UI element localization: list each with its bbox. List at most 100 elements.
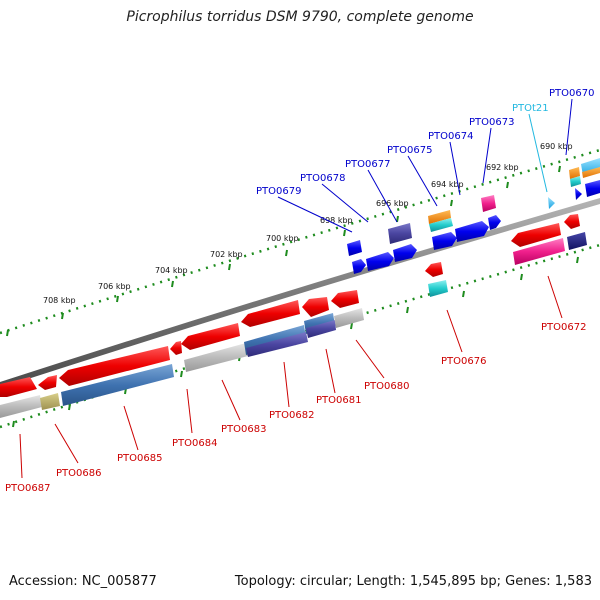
scale-tick: [61, 312, 64, 320]
gene-PTO0677-category[interactable]: [388, 223, 412, 244]
gene-PTOt21-arrow[interactable]: [548, 197, 555, 209]
leader-line: [221, 379, 241, 421]
gene-PTO0683-category[interactable]: [184, 343, 248, 372]
gene-label-PTO0677[interactable]: PTO0677: [345, 159, 390, 170]
scale-tick: [558, 165, 561, 173]
scale-label: 694 kbp: [431, 180, 464, 189]
leader-line: [19, 433, 23, 479]
scale-tick: [462, 290, 465, 298]
gene-PTO0675-category[interactable]: [428, 210, 451, 224]
gene-PTO0674-arrow[interactable]: [455, 221, 489, 242]
gene-PTO0675-arrow[interactable]: [432, 232, 457, 250]
gene-PTO0672-arrow[interactable]: [511, 223, 561, 247]
scale-tick: [450, 199, 453, 207]
gene-PTO0672-category[interactable]: [513, 238, 565, 265]
gene-PTO0685-category[interactable]: [61, 364, 174, 406]
gene-label-PTOt21[interactable]: PTOt21: [512, 103, 549, 114]
forward-row: [347, 158, 600, 274]
gene-label-PTO0687[interactable]: PTO0687: [5, 483, 50, 494]
gene-label-PTO0684[interactable]: PTO0684: [172, 438, 217, 449]
gene-label-PTO0681[interactable]: PTO0681: [316, 395, 361, 406]
gene-label-PTO0670[interactable]: PTO0670: [549, 88, 594, 99]
gene-PTO0676-arrow[interactable]: [425, 262, 443, 277]
scale-tick: [180, 370, 183, 378]
gene-label-PTO0683[interactable]: PTO0683: [221, 424, 266, 435]
gene-PTO0678-arrow[interactable]: [366, 252, 394, 271]
gene-blue-arrow[interactable]: [585, 180, 600, 197]
scale-label: 692 kbp: [486, 163, 519, 172]
leader-line: [446, 309, 463, 353]
gene-PTO0670-category-2[interactable]: [570, 176, 581, 187]
gene-label-PTO0682[interactable]: PTO0682: [269, 410, 314, 421]
scale-tick: [68, 403, 71, 411]
gene-label-PTO0676[interactable]: PTO0676: [441, 356, 486, 367]
leader-line: [449, 141, 461, 196]
leader-line: [277, 196, 353, 233]
leader-line: [186, 388, 193, 434]
gene-PTO0670-category[interactable]: [569, 167, 580, 179]
gene-PTO0675-category-2[interactable]: [429, 218, 453, 232]
gene-sky-category-2[interactable]: [582, 167, 600, 178]
gene-PTO0684-arrow[interactable]: [170, 341, 182, 355]
leader-line: [321, 183, 369, 223]
gene-PTO0679-arrow[interactable]: [352, 259, 366, 274]
gene-PTO0681-arrow[interactable]: [302, 297, 329, 317]
scale-tick: [12, 420, 15, 428]
gene-PTO0686-category[interactable]: [40, 393, 60, 410]
gene-navy-category[interactable]: [567, 232, 587, 250]
scale-label: 700 kbp: [266, 234, 299, 243]
leader-line: [54, 423, 79, 464]
gene-PTO0685-arrow[interactable]: [59, 346, 170, 386]
scale-tick: [396, 215, 399, 223]
scale-tick: [350, 322, 353, 330]
gene-PTO0679-category[interactable]: [347, 240, 362, 256]
gene-PTO0687-category[interactable]: [0, 395, 42, 418]
reverse-row-inner: [0, 232, 587, 418]
scale-tick: [520, 273, 523, 281]
leader-line: [528, 113, 548, 193]
scale-tick: [576, 256, 579, 264]
gene-label-PTO0679[interactable]: PTO0679: [256, 186, 301, 197]
gene-PTO0670-arrow[interactable]: [575, 188, 582, 200]
gene-label-PTO0672[interactable]: PTO0672: [541, 322, 586, 333]
scale-tick: [406, 306, 409, 314]
gene-label-PTO0675[interactable]: PTO0675: [387, 145, 432, 156]
gene-PTO0680-arrow[interactable]: [331, 290, 359, 308]
gene-PTO0680-category[interactable]: [334, 308, 364, 328]
gene-PTO0681-category-2[interactable]: [306, 320, 336, 338]
gene-PTO0686-arrow[interactable]: [38, 375, 57, 390]
scale-label: 708 kbp: [43, 296, 76, 305]
gene-PTO0682-category-2[interactable]: [246, 332, 308, 357]
leader-line: [565, 98, 573, 156]
scale-tick: [228, 263, 231, 271]
gene-label-PTO0680[interactable]: PTO0680: [364, 381, 409, 392]
gene-PTO0683-arrow[interactable]: [181, 323, 240, 350]
gene-PTO0682-arrow[interactable]: [241, 300, 300, 327]
scale-tick: [171, 280, 174, 288]
gene-PTO0673-arrow[interactable]: [488, 215, 501, 230]
gene-label-PTO0686[interactable]: PTO0686: [56, 468, 101, 479]
accession-info: Accession: NC_005877: [9, 574, 157, 589]
reverse-row-outer: [0, 214, 580, 397]
scale-tick: [506, 181, 509, 189]
leader-line: [283, 361, 290, 408]
map-title: Picrophilus torridus DSM 9790, complete …: [126, 9, 474, 25]
genome-backbone: [0, 198, 600, 388]
gene-label-PTO0678[interactable]: PTO0678: [300, 173, 345, 184]
scale-tick: [6, 329, 9, 337]
leader-line: [367, 169, 398, 223]
gene-label-PTO0685[interactable]: PTO0685: [117, 453, 162, 464]
leader-line: [123, 405, 139, 451]
scale-label: 706 kbp: [98, 282, 131, 291]
gene-label-PTO0673[interactable]: PTO0673: [469, 117, 514, 128]
scale-tick: [285, 249, 288, 257]
scale-label: 702 kbp: [210, 250, 243, 259]
gene-PTO0673-category[interactable]: [481, 195, 496, 212]
gene-PTO0676-category[interactable]: [428, 280, 448, 297]
inner-scale-track: [0, 243, 600, 429]
leader-line: [407, 155, 438, 207]
gene-red-arrow[interactable]: [564, 214, 580, 229]
gene-PTO0677-arrow[interactable]: [393, 244, 417, 262]
gene-PTO0687-arrow[interactable]: [0, 377, 37, 397]
gene-label-PTO0674[interactable]: PTO0674: [428, 131, 473, 142]
